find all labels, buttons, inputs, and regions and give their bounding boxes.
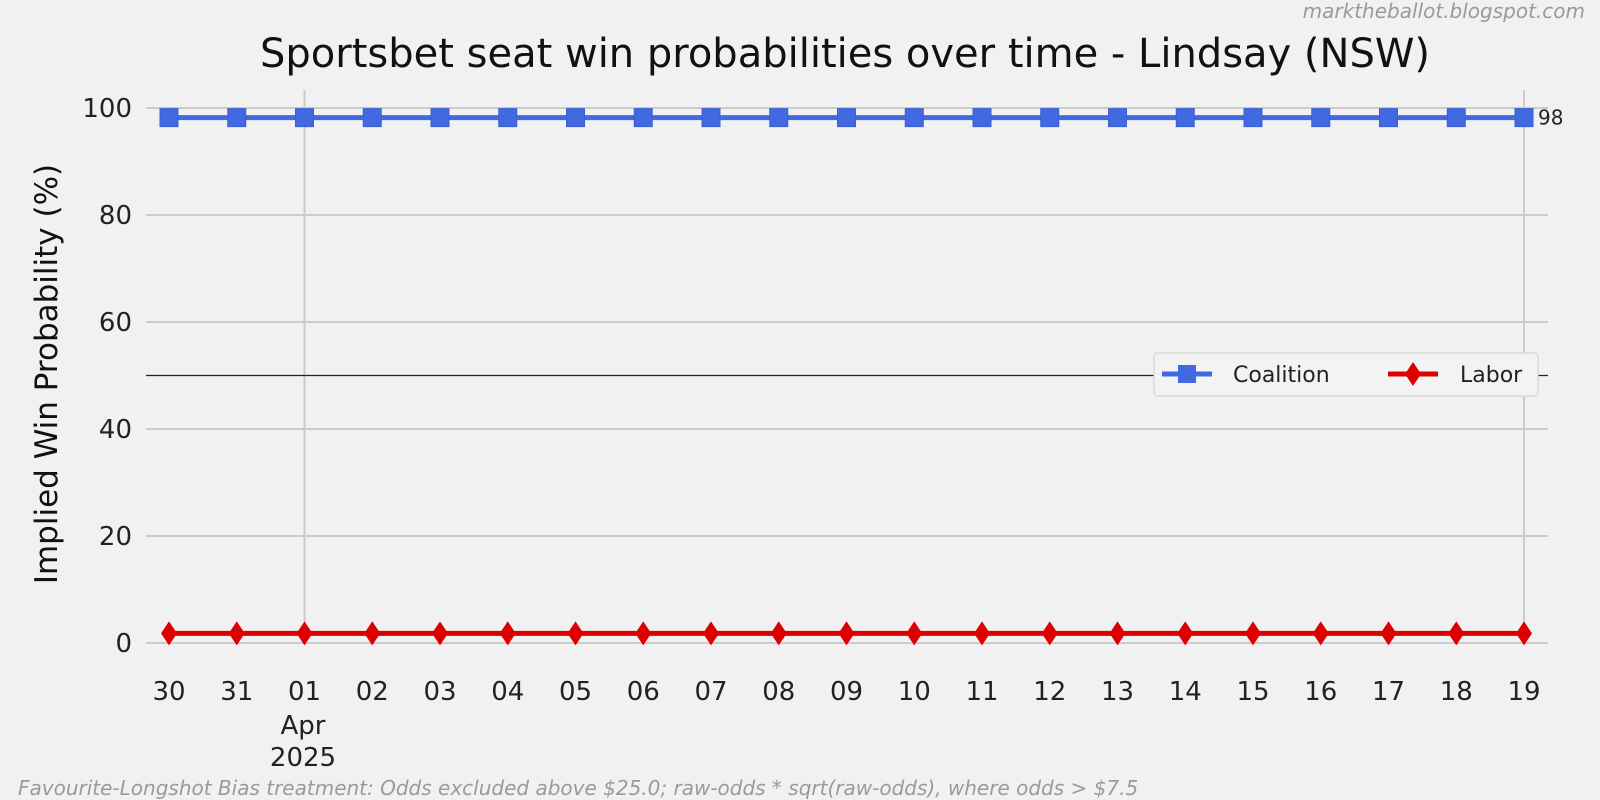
data-point <box>159 108 179 128</box>
data-point <box>1041 621 1058 646</box>
x-tick-label: 19 <box>1507 677 1540 707</box>
data-point <box>499 621 516 646</box>
data-point <box>1448 621 1465 646</box>
x-tick-label: 16 <box>1304 677 1337 707</box>
data-point <box>972 108 992 128</box>
data-point <box>498 108 518 128</box>
data-point <box>1245 621 1261 646</box>
y-tick-label: 0 <box>115 629 132 659</box>
data-point <box>1379 108 1398 128</box>
data-point <box>566 108 585 128</box>
x-tick-label: 05 <box>559 677 592 707</box>
y-tick-label: 20 <box>99 522 132 552</box>
legend-label-labor: Labor <box>1460 363 1523 388</box>
data-point <box>432 621 448 646</box>
data-point <box>701 108 721 128</box>
data-point <box>838 621 855 646</box>
x-tick-label: 03 <box>423 677 456 707</box>
data-point <box>1311 108 1331 128</box>
legend-label-coalition: Coalition <box>1233 363 1330 388</box>
data-point <box>1312 621 1329 646</box>
data-point <box>769 108 789 128</box>
x-tick-label: 09 <box>830 677 863 707</box>
series: 98 <box>159 106 1563 646</box>
data-point <box>295 108 314 128</box>
data-point <box>1109 621 1126 646</box>
x-tick-label: 14 <box>1169 677 1202 707</box>
y-tick-label: 100 <box>82 94 132 124</box>
data-point <box>906 621 923 646</box>
x-tick-label: 17 <box>1372 677 1405 707</box>
data-point <box>1380 621 1397 646</box>
series-labor <box>161 621 1532 646</box>
x-tick-label: 13 <box>1101 677 1134 707</box>
legend-box <box>1153 352 1539 397</box>
data-point <box>430 108 450 128</box>
data-point <box>1243 108 1263 128</box>
data-point <box>1108 108 1127 128</box>
y-ticks: 0 20 40 60 80 100 <box>82 94 132 659</box>
grid <box>146 90 1548 644</box>
x-tick-label: 01 <box>288 677 321 707</box>
x-month-label: Apr <box>281 711 326 741</box>
data-point <box>1446 108 1466 128</box>
legend-marker-coalition <box>1178 365 1196 383</box>
data-point <box>1040 108 1060 128</box>
x-tick-label: 10 <box>898 677 931 707</box>
x-year-label: 2025 <box>270 743 336 773</box>
y-tick-label: 60 <box>99 308 132 338</box>
x-tick-label: 12 <box>1033 677 1066 707</box>
data-point <box>633 108 653 128</box>
x-tick-label: 18 <box>1440 677 1473 707</box>
x-tick-label: 02 <box>356 677 389 707</box>
data-point <box>296 621 313 646</box>
data-point <box>837 108 856 128</box>
y-tick-label: 40 <box>99 415 132 445</box>
data-point <box>227 108 247 128</box>
data-point <box>635 621 652 646</box>
legend-marker-labor <box>1405 362 1421 386</box>
data-point <box>1514 108 1534 128</box>
source-credit: marktheballot.blogspot.com <box>1303 0 1585 23</box>
data-point <box>364 621 381 646</box>
data-point <box>228 621 245 646</box>
footnote: Favourite-Longshot Bias treatment: Odds … <box>18 776 1138 800</box>
x-tick-label: 06 <box>627 677 660 707</box>
data-point <box>362 108 382 128</box>
y-tick-label: 80 <box>99 201 132 231</box>
data-point <box>703 621 719 646</box>
end-value-label: 98 <box>1538 106 1563 130</box>
data-point <box>1175 108 1195 128</box>
data-point <box>1177 621 1194 646</box>
x-tick-label: 15 <box>1236 677 1269 707</box>
data-point <box>974 621 990 646</box>
series-coalition: 98 <box>159 106 1563 130</box>
x-tick-label: 30 <box>152 677 185 707</box>
x-tick-label: 31 <box>220 677 253 707</box>
x-tick-label: 11 <box>965 677 998 707</box>
chart-title: Sportsbet seat win probabilities over ti… <box>260 31 1430 77</box>
data-point <box>904 108 924 128</box>
x-tick-label: 08 <box>762 677 795 707</box>
data-point <box>567 621 584 646</box>
x-tick-label: 04 <box>491 677 524 707</box>
legend: Coalition Labor <box>1153 352 1539 397</box>
data-point <box>770 621 787 646</box>
x-tick-label: 07 <box>694 677 727 707</box>
data-point <box>161 621 177 646</box>
data-point <box>1516 621 1532 646</box>
x-ticks: 30 31 01 02 03 04 05 06 07 08 09 10 11 12 13 14 15 16 17 18… <box>152 677 1540 707</box>
y-axis-label: Implied Win Probability (%) <box>29 164 65 584</box>
